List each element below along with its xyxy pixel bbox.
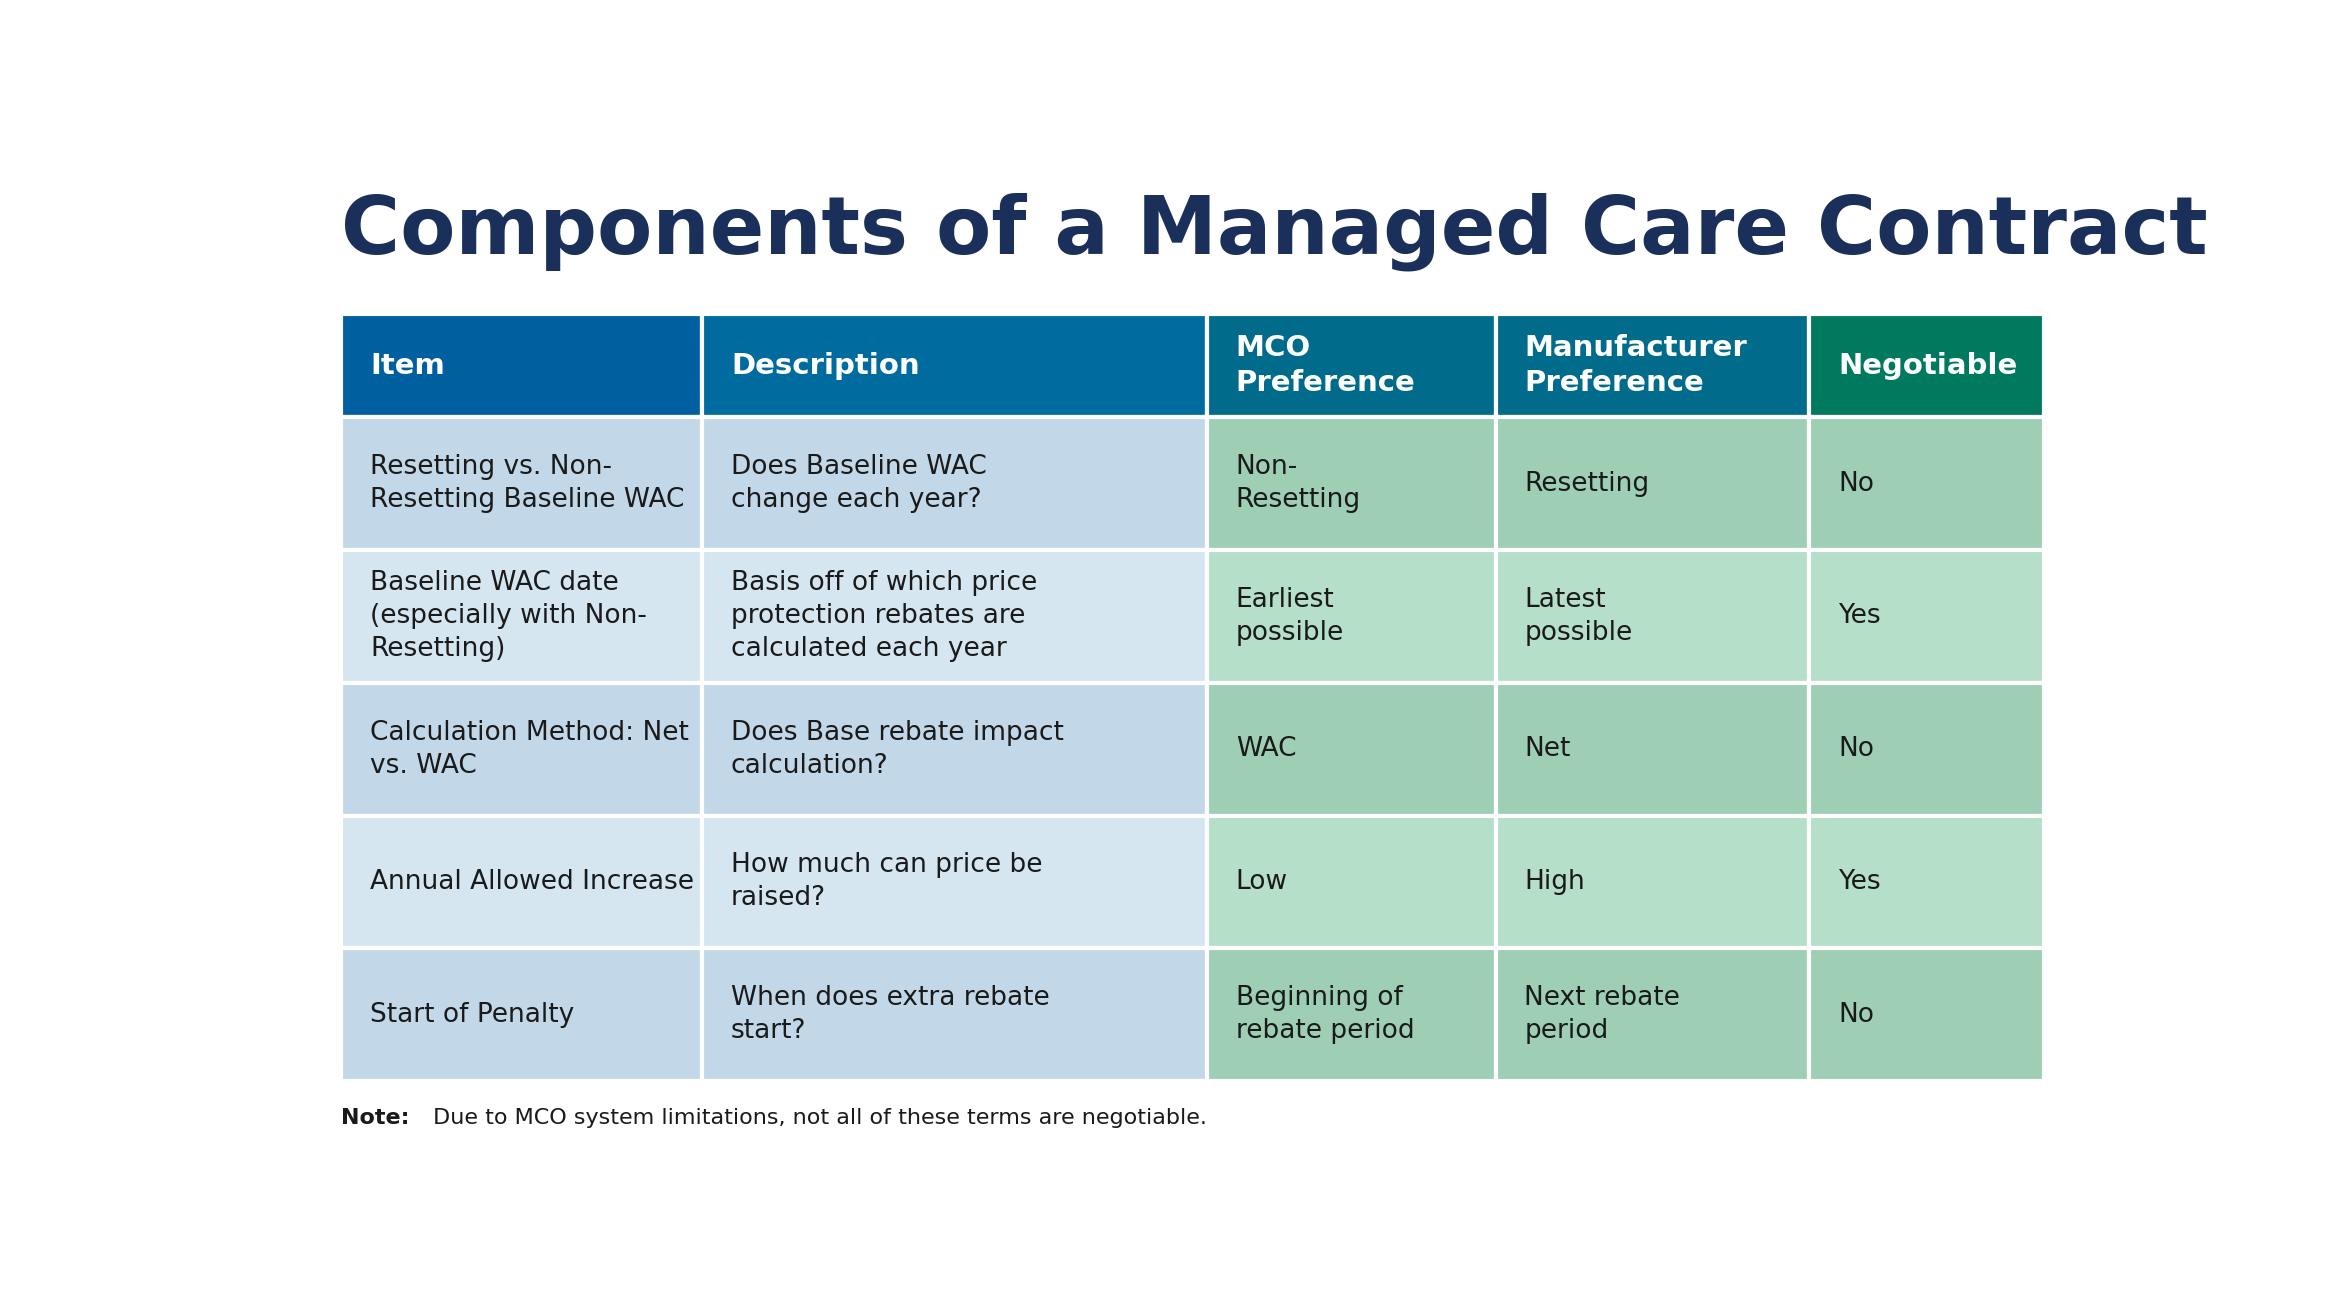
Text: Negotiable: Negotiable: [1838, 351, 2018, 380]
FancyBboxPatch shape: [1810, 313, 2043, 417]
Text: Basis off of which price
protection rebates are
calculated each year: Basis off of which price protection reba…: [731, 570, 1038, 662]
FancyBboxPatch shape: [342, 948, 703, 1082]
Text: Baseline WAC date
(especially with Non-
Resetting): Baseline WAC date (especially with Non- …: [370, 570, 647, 662]
Text: No: No: [1838, 1002, 1873, 1028]
FancyBboxPatch shape: [1496, 313, 1810, 417]
Text: When does extra rebate
start?: When does extra rebate start?: [731, 985, 1049, 1044]
FancyBboxPatch shape: [1208, 815, 1496, 948]
Text: Beginning of
rebate period: Beginning of rebate period: [1236, 985, 1415, 1044]
Text: Components of a Managed Care Contract: Components of a Managed Care Contract: [342, 193, 2208, 271]
FancyBboxPatch shape: [1208, 313, 1496, 417]
Text: Latest
possible: Latest possible: [1524, 587, 1634, 646]
Text: Start of Penalty: Start of Penalty: [370, 1002, 575, 1028]
FancyBboxPatch shape: [1208, 551, 1496, 683]
Text: Does Base rebate impact
calculation?: Does Base rebate impact calculation?: [731, 720, 1063, 779]
Text: MCO
Preference: MCO Preference: [1236, 334, 1415, 397]
FancyBboxPatch shape: [1810, 417, 2043, 551]
FancyBboxPatch shape: [342, 313, 703, 417]
Text: Net: Net: [1524, 737, 1571, 762]
Text: Yes: Yes: [1838, 869, 1880, 895]
FancyBboxPatch shape: [703, 948, 1208, 1082]
FancyBboxPatch shape: [1810, 815, 2043, 948]
FancyBboxPatch shape: [342, 683, 703, 815]
Text: Item: Item: [370, 351, 444, 380]
Text: Low: Low: [1236, 869, 1289, 895]
FancyBboxPatch shape: [1208, 948, 1496, 1082]
Text: Description: Description: [731, 351, 919, 380]
Text: Note:: Note:: [342, 1108, 410, 1129]
Text: Does Baseline WAC
change each year?: Does Baseline WAC change each year?: [731, 454, 987, 513]
FancyBboxPatch shape: [1810, 948, 2043, 1082]
FancyBboxPatch shape: [703, 551, 1208, 683]
Text: How much can price be
raised?: How much can price be raised?: [731, 852, 1042, 911]
FancyBboxPatch shape: [1496, 551, 1810, 683]
Text: Earliest
possible: Earliest possible: [1236, 587, 1345, 646]
FancyBboxPatch shape: [1496, 948, 1810, 1082]
Text: Annual Allowed Increase: Annual Allowed Increase: [370, 869, 693, 895]
Text: Resetting vs. Non-
Resetting Baseline WAC: Resetting vs. Non- Resetting Baseline WA…: [370, 454, 684, 513]
FancyBboxPatch shape: [1496, 815, 1810, 948]
FancyBboxPatch shape: [1496, 417, 1810, 551]
Text: Calculation Method: Net
vs. WAC: Calculation Method: Net vs. WAC: [370, 720, 689, 779]
Text: Yes: Yes: [1838, 603, 1880, 629]
FancyBboxPatch shape: [342, 815, 703, 948]
Text: Resetting: Resetting: [1524, 471, 1650, 497]
FancyBboxPatch shape: [342, 551, 703, 683]
Text: No: No: [1838, 471, 1873, 497]
FancyBboxPatch shape: [703, 417, 1208, 551]
FancyBboxPatch shape: [1810, 551, 2043, 683]
Text: WAC: WAC: [1236, 737, 1296, 762]
Text: Next rebate
period: Next rebate period: [1524, 985, 1680, 1044]
FancyBboxPatch shape: [1496, 683, 1810, 815]
FancyBboxPatch shape: [1810, 683, 2043, 815]
FancyBboxPatch shape: [1208, 683, 1496, 815]
Text: Non-
Resetting: Non- Resetting: [1236, 454, 1361, 513]
Text: Manufacturer
Preference: Manufacturer Preference: [1524, 334, 1748, 397]
FancyBboxPatch shape: [1208, 417, 1496, 551]
FancyBboxPatch shape: [342, 417, 703, 551]
FancyBboxPatch shape: [703, 815, 1208, 948]
FancyBboxPatch shape: [703, 313, 1208, 417]
Text: No: No: [1838, 737, 1873, 762]
Text: High: High: [1524, 869, 1585, 895]
Text: Due to MCO system limitations, not all of these terms are negotiable.: Due to MCO system limitations, not all o…: [426, 1108, 1208, 1129]
FancyBboxPatch shape: [703, 683, 1208, 815]
